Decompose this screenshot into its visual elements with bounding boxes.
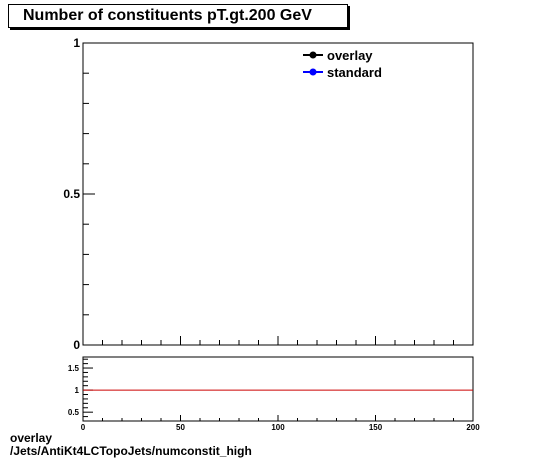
ratio-x-tick-label: 100	[271, 423, 285, 432]
chart-title: Number of constituents pT.gt.200 GeV	[8, 4, 348, 28]
ratio-x-tick-label: 200	[466, 423, 480, 432]
ratio-y-tick-label: 1.5	[68, 364, 80, 373]
ratio-x-tick-label: 150	[369, 423, 383, 432]
legend-label: standard	[327, 65, 382, 80]
footer-line-2: /Jets/AntiKt4LCTopoJets/numconstit_high	[10, 444, 252, 458]
ratio-y-tick-label: 1	[75, 386, 80, 395]
ratio-plot-frame	[82, 356, 474, 422]
legend-marker	[309, 51, 317, 59]
legend-marker	[309, 68, 317, 76]
ratio-x-tick-label: 0	[81, 423, 86, 432]
legend-label: overlay	[327, 48, 373, 63]
y-tick-label: 0.5	[63, 187, 80, 201]
y-tick-label: 0	[73, 338, 80, 352]
ratio-y-tick-label: 0.5	[68, 408, 80, 417]
ratio-axis-labels: 0.5 1 1.5 0 50 100 150 200	[68, 364, 480, 432]
footer-caption: overlay /Jets/AntiKt4LCTopoJets/numconst…	[10, 432, 252, 458]
main-axis-labels: 00.51	[63, 36, 80, 352]
legend: overlay standard	[303, 48, 382, 80]
main-plot-frame	[82, 42, 474, 346]
ratio-x-tick-label: 50	[176, 423, 185, 432]
y-tick-label: 1	[73, 36, 80, 50]
footer-line-1: overlay	[10, 431, 53, 445]
main-axis-ticks	[82, 42, 474, 346]
